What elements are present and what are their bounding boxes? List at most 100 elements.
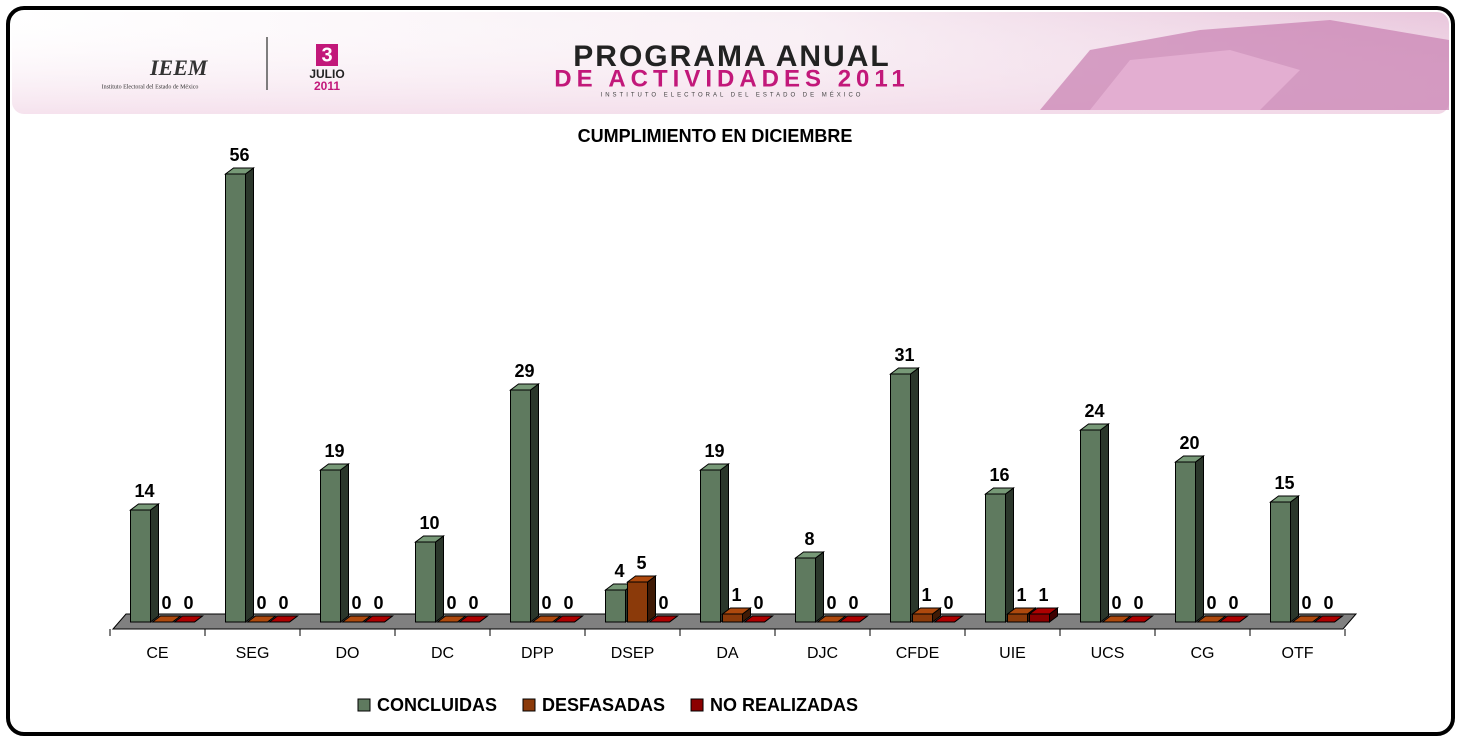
bar-front	[130, 509, 151, 623]
bar-top	[1123, 615, 1154, 623]
value-label: 0	[753, 593, 763, 613]
program-line3: INSTITUTO ELECTORAL DEL ESTADO DE MÉXICO	[601, 92, 864, 99]
bar	[699, 463, 730, 623]
bar-side	[1195, 455, 1204, 623]
value-label: 15	[1274, 473, 1294, 493]
value-label: 0	[563, 593, 573, 613]
bar-side	[245, 167, 254, 623]
x-tick-label: CG	[1191, 645, 1215, 662]
bar	[626, 575, 657, 623]
bar-front	[722, 613, 743, 623]
bar-front	[225, 173, 246, 623]
value-label: 8	[804, 529, 814, 549]
x-tick-label: UIE	[999, 645, 1026, 662]
bar	[1218, 615, 1249, 623]
bar-side	[720, 463, 729, 623]
bar-top	[458, 615, 489, 623]
bar	[648, 615, 679, 623]
legend-swatch	[357, 698, 371, 712]
legend-label: DESFASADAS	[542, 695, 665, 715]
bar-front	[985, 493, 1006, 623]
chart-title: CUMPLIMIENTO EN DICIEMBRE	[578, 126, 853, 146]
header-graphic	[1090, 50, 1300, 110]
bar-top	[553, 615, 584, 623]
bar-side	[910, 367, 919, 623]
bar	[1196, 615, 1227, 623]
value-label: 31	[894, 345, 914, 365]
bar	[414, 535, 445, 623]
program-line1: PROGRAMA ANUAL	[573, 40, 890, 73]
bar-side	[1290, 495, 1299, 623]
value-label: 0	[373, 593, 383, 613]
bar-side	[150, 503, 159, 623]
value-label: 19	[324, 441, 344, 461]
x-tick-label: DC	[431, 645, 454, 662]
value-label: 1	[731, 585, 741, 605]
bar-top	[436, 615, 467, 623]
value-label: 29	[514, 361, 534, 381]
x-tick-label: DA	[716, 645, 739, 662]
bar-top	[173, 615, 204, 623]
bar-front	[795, 557, 816, 623]
bar-top	[341, 615, 372, 623]
bar	[911, 607, 942, 623]
x-tick-label: OTF	[1282, 645, 1314, 662]
bar	[363, 615, 394, 623]
value-label: 1	[1038, 585, 1048, 605]
value-label: 0	[1228, 593, 1238, 613]
x-tick-label: CFDE	[896, 645, 940, 662]
x-tick-label: DSEP	[611, 645, 655, 662]
badge-month: JULIO	[309, 67, 344, 81]
bar-side	[1005, 487, 1014, 623]
value-label: 1	[1016, 585, 1026, 605]
value-label: 1	[921, 585, 931, 605]
bar-top	[1196, 615, 1227, 623]
value-label: 0	[943, 593, 953, 613]
value-label: 0	[1206, 593, 1216, 613]
bar	[268, 615, 299, 623]
bar-front	[890, 373, 911, 623]
legend-swatch	[522, 698, 536, 712]
value-label: 0	[278, 593, 288, 613]
value-label: 0	[446, 593, 456, 613]
legend-swatch	[690, 698, 704, 712]
value-label: 0	[1111, 593, 1121, 613]
bar-top	[648, 615, 679, 623]
bar-top	[1218, 615, 1249, 623]
bar-top	[246, 615, 277, 623]
bar-side	[435, 535, 444, 623]
value-label: 56	[229, 145, 249, 165]
bar	[721, 607, 752, 623]
value-label: 0	[541, 593, 551, 613]
bar-side	[647, 575, 656, 623]
legend-label: NO REALIZADAS	[710, 695, 858, 715]
value-label: 24	[1084, 401, 1104, 421]
x-tick-label: SEG	[236, 645, 270, 662]
value-label: 14	[134, 481, 154, 501]
value-label: 0	[826, 593, 836, 613]
value-label: 4	[614, 561, 624, 581]
bar-side	[340, 463, 349, 623]
program-line2: DE ACTIVIDADES 2011	[554, 65, 910, 92]
value-label: 5	[636, 553, 646, 573]
badge-box	[316, 44, 338, 66]
bar	[984, 487, 1015, 623]
bar	[838, 615, 869, 623]
bar	[319, 463, 350, 623]
bar	[173, 615, 204, 623]
x-tick-label: CE	[146, 645, 168, 662]
value-label: 0	[161, 593, 171, 613]
bar	[933, 615, 964, 623]
bar-front	[627, 581, 648, 623]
bar	[1101, 615, 1132, 623]
bar	[341, 615, 372, 623]
bar-front	[1270, 501, 1291, 623]
bar-front	[700, 469, 721, 623]
bar	[246, 615, 277, 623]
bar-side	[1100, 423, 1109, 623]
bar-top	[151, 615, 182, 623]
bar-front	[510, 389, 531, 623]
bar-front	[605, 589, 626, 623]
bar	[1079, 423, 1110, 623]
